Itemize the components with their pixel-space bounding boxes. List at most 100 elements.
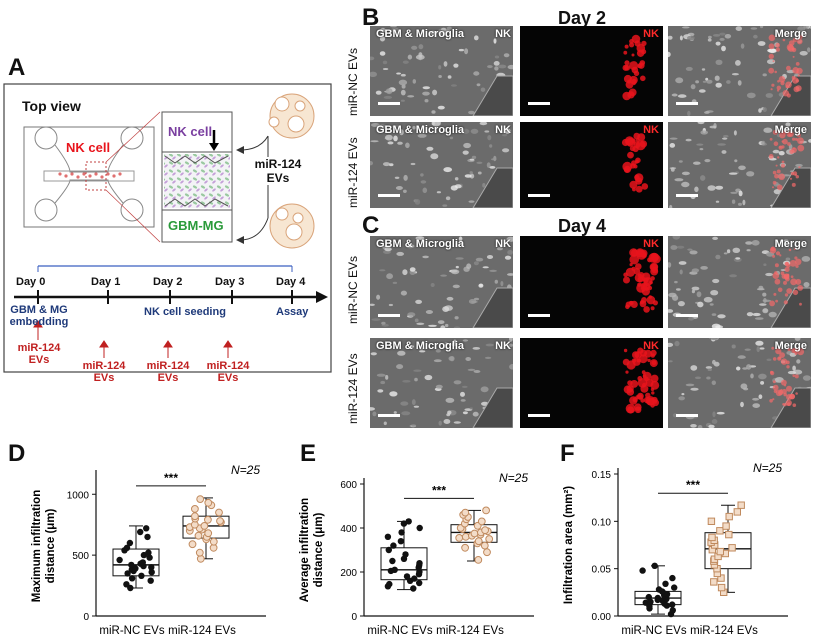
top-view-label: Top view: [22, 98, 81, 114]
data-point: [195, 548, 204, 557]
data-point: [474, 537, 483, 546]
data-point: [391, 566, 398, 573]
day2-title: Day 2: [558, 8, 607, 28]
data-point: [146, 554, 153, 561]
data-point: [733, 508, 741, 516]
y-tick-label: 0.00: [592, 612, 612, 623]
data-point: [143, 525, 150, 532]
significance-label: ***: [164, 471, 178, 485]
y-tick-label: 500: [72, 551, 89, 562]
scale-bar: [528, 194, 550, 197]
timeline-day-1: Day 1: [91, 276, 121, 288]
data-point: [662, 580, 669, 587]
data-point: [204, 529, 213, 538]
chart-f: 0.00 0.05 0.10 0.15 Infiltration area (mm²) m…: [563, 461, 788, 637]
ev-dose-day3: miR-124 EVs: [206, 360, 250, 384]
micrograph-label-bf: GBM & Microglia: [376, 340, 465, 352]
ev-illustration-bottom: [269, 203, 315, 249]
data-point: [144, 533, 151, 541]
scale-bar: [378, 414, 400, 417]
ev-label: miR-124 EVs: [250, 157, 306, 185]
data-point: [397, 538, 405, 545]
micrograph-r3-c3: Merge: [668, 236, 811, 328]
data-point: [402, 551, 409, 558]
box-plot-2: [704, 501, 752, 597]
panel-letter-b: B: [362, 4, 380, 31]
box-plot-1: [112, 525, 160, 592]
data-point: [123, 581, 130, 588]
nk-cell-box-label: NK cell: [168, 124, 213, 139]
micrograph-label-nk-bf: NK: [495, 124, 511, 136]
micrograph-label-nk: NK: [643, 124, 659, 136]
scale-bar: [528, 414, 550, 417]
data-point: [390, 542, 397, 549]
data-point: [455, 534, 464, 542]
significance-label: ***: [686, 478, 700, 492]
data-point: [669, 601, 676, 608]
micrograph-label-merge: Merge: [774, 238, 807, 250]
data-point: [482, 506, 491, 515]
data-point: [400, 520, 408, 527]
micrograph-r1-c1: NK GBM & Microglia: [370, 26, 513, 116]
gbm-mg-label: GBM-MG: [168, 218, 224, 233]
box-plot-1: [380, 518, 428, 592]
panel-letter-e: E: [300, 440, 317, 467]
data-point: [707, 517, 716, 525]
row-label-c1: miR-NC EVs: [346, 256, 360, 324]
y-axis-label: distance (μm): [45, 508, 57, 583]
box-plot-2: [450, 506, 498, 564]
data-point: [132, 565, 139, 572]
data-point: [128, 575, 136, 582]
micrograph-label-nk-bf: NK: [495, 340, 511, 352]
data-point: [204, 498, 213, 507]
data-point: [148, 569, 155, 576]
x-category-label: miR-NC EVs: [367, 625, 432, 637]
n-label: N=25: [499, 471, 528, 485]
scale-bar: [676, 314, 698, 317]
data-point: [389, 557, 396, 565]
data-point: [403, 573, 411, 580]
data-point: [194, 531, 203, 540]
box-plot-2: [182, 495, 230, 563]
micrograph-r2-c1: NK GBM & Microglia: [370, 122, 513, 208]
micrograph-label-bf: GBM & Microglia: [376, 28, 465, 40]
data-point: [124, 570, 131, 577]
data-point: [470, 529, 479, 538]
day4-title: Day 4: [558, 216, 607, 236]
y-tick-label: 200: [340, 568, 357, 579]
data-point: [708, 533, 716, 542]
x-category-label: miR-124 EVs: [436, 625, 504, 637]
nk-cell-chip-label: NK cell: [66, 140, 111, 155]
y-axis-label: Average infiltration: [299, 498, 311, 602]
data-point: [384, 533, 392, 540]
data-point: [123, 544, 131, 551]
data-point: [481, 526, 490, 535]
y-tick-label: 0: [351, 612, 357, 623]
x-category-label: miR-NC EVs: [99, 625, 164, 637]
timeline-day-2: Day 2: [153, 276, 183, 288]
micrograph-r2-c3: Merge: [668, 122, 811, 208]
chart-d: 0 500 1000 Maximum infiltration distance (μm…: [31, 463, 266, 637]
micrograph-r1-c3: Merge: [668, 26, 811, 116]
y-tick-label: 1000: [67, 490, 90, 501]
timeline-day-3: Day 3: [215, 276, 245, 288]
micrograph-label-nk-bf: NK: [495, 238, 511, 250]
x-category-label: miR-124 EVs: [690, 625, 758, 637]
data-point: [655, 586, 663, 593]
data-point: [191, 512, 199, 521]
micrograph-label-nk: NK: [643, 238, 659, 250]
ev-dose-day2: miR-124 EVs: [146, 360, 190, 384]
data-point: [411, 575, 418, 582]
data-point: [128, 561, 135, 569]
scale-bar: [676, 102, 698, 105]
scale-bar: [528, 314, 550, 317]
micrograph-label-nk: NK: [643, 340, 659, 352]
micrograph-label-nk-bf: NK: [495, 28, 511, 40]
panel-letter-c: C: [362, 212, 380, 239]
x-category-label: miR-124 EVs: [168, 625, 236, 637]
data-point: [461, 543, 470, 552]
data-point: [716, 527, 724, 535]
micrograph-r3-c1: NK GBM & Microglia: [370, 236, 513, 328]
data-point: [137, 528, 144, 536]
